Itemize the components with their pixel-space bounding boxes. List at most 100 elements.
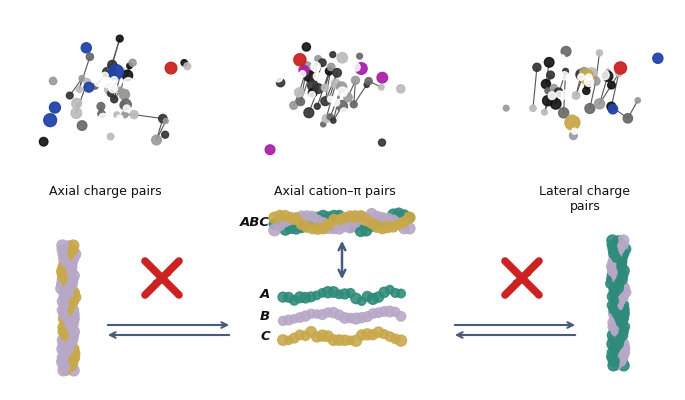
Circle shape [396,312,406,321]
Circle shape [619,360,629,371]
Circle shape [618,313,628,324]
Circle shape [337,82,347,92]
Circle shape [286,214,296,224]
Circle shape [280,211,290,221]
Circle shape [385,332,395,341]
Circle shape [123,78,134,88]
Circle shape [58,275,68,285]
Circle shape [607,338,618,350]
Circle shape [306,292,316,302]
Circle shape [618,330,627,340]
Circle shape [79,76,85,81]
Circle shape [612,348,623,358]
Circle shape [323,223,334,233]
Circle shape [297,211,306,221]
Circle shape [309,92,315,98]
Circle shape [269,219,279,230]
Circle shape [356,212,366,223]
Circle shape [62,305,73,316]
Circle shape [327,114,334,120]
Circle shape [605,69,610,74]
Circle shape [122,112,128,118]
Circle shape [635,98,640,103]
Circle shape [123,70,133,80]
Circle shape [301,311,310,321]
Circle shape [57,357,66,367]
Circle shape [181,60,188,66]
Circle shape [82,43,91,53]
Circle shape [340,221,350,232]
Circle shape [68,336,77,345]
Circle shape [159,114,167,123]
Circle shape [345,223,355,232]
Circle shape [623,114,632,123]
Circle shape [391,288,400,297]
Circle shape [65,244,76,255]
Circle shape [68,318,79,328]
Circle shape [379,287,389,298]
Circle shape [361,215,372,226]
Circle shape [277,335,288,345]
Circle shape [339,217,350,228]
Circle shape [335,290,343,298]
Circle shape [314,103,321,109]
Circle shape [612,300,623,310]
Circle shape [366,218,377,228]
Circle shape [615,334,626,345]
Circle shape [549,93,557,100]
Circle shape [608,258,617,266]
Circle shape [346,314,355,323]
Circle shape [68,240,79,251]
Circle shape [382,221,394,232]
Circle shape [618,270,628,280]
Circle shape [615,335,624,344]
Circle shape [615,239,626,250]
Circle shape [543,96,553,106]
Circle shape [374,308,384,318]
Circle shape [616,274,627,285]
Circle shape [379,139,386,146]
Circle shape [337,101,347,111]
Circle shape [117,68,125,76]
Circle shape [318,223,329,234]
Circle shape [66,361,76,371]
Circle shape [609,287,620,298]
Circle shape [60,319,69,328]
Circle shape [64,249,74,259]
Circle shape [66,267,76,276]
Circle shape [68,305,79,315]
Circle shape [58,361,69,372]
Circle shape [585,104,595,114]
Circle shape [67,302,76,310]
Circle shape [614,313,625,324]
Circle shape [69,344,79,354]
Circle shape [55,284,65,293]
Circle shape [550,84,558,92]
Circle shape [357,53,362,59]
Circle shape [617,258,626,267]
Circle shape [610,314,619,322]
Circle shape [108,133,114,140]
Circle shape [334,210,345,220]
Circle shape [66,356,78,368]
Circle shape [269,224,280,236]
Circle shape [121,99,132,110]
Circle shape [297,219,306,229]
Circle shape [57,266,67,276]
Circle shape [149,88,158,98]
Circle shape [346,336,355,345]
Circle shape [620,348,630,358]
Circle shape [323,287,334,298]
Circle shape [617,279,627,288]
Circle shape [300,292,311,303]
Circle shape [541,80,551,89]
Circle shape [356,225,366,236]
Circle shape [65,339,76,350]
Circle shape [357,313,366,323]
Circle shape [584,83,590,89]
Circle shape [323,331,334,342]
Circle shape [295,330,305,340]
Text: ABC: ABC [240,216,270,228]
Circle shape [51,65,59,73]
Circle shape [302,211,312,221]
